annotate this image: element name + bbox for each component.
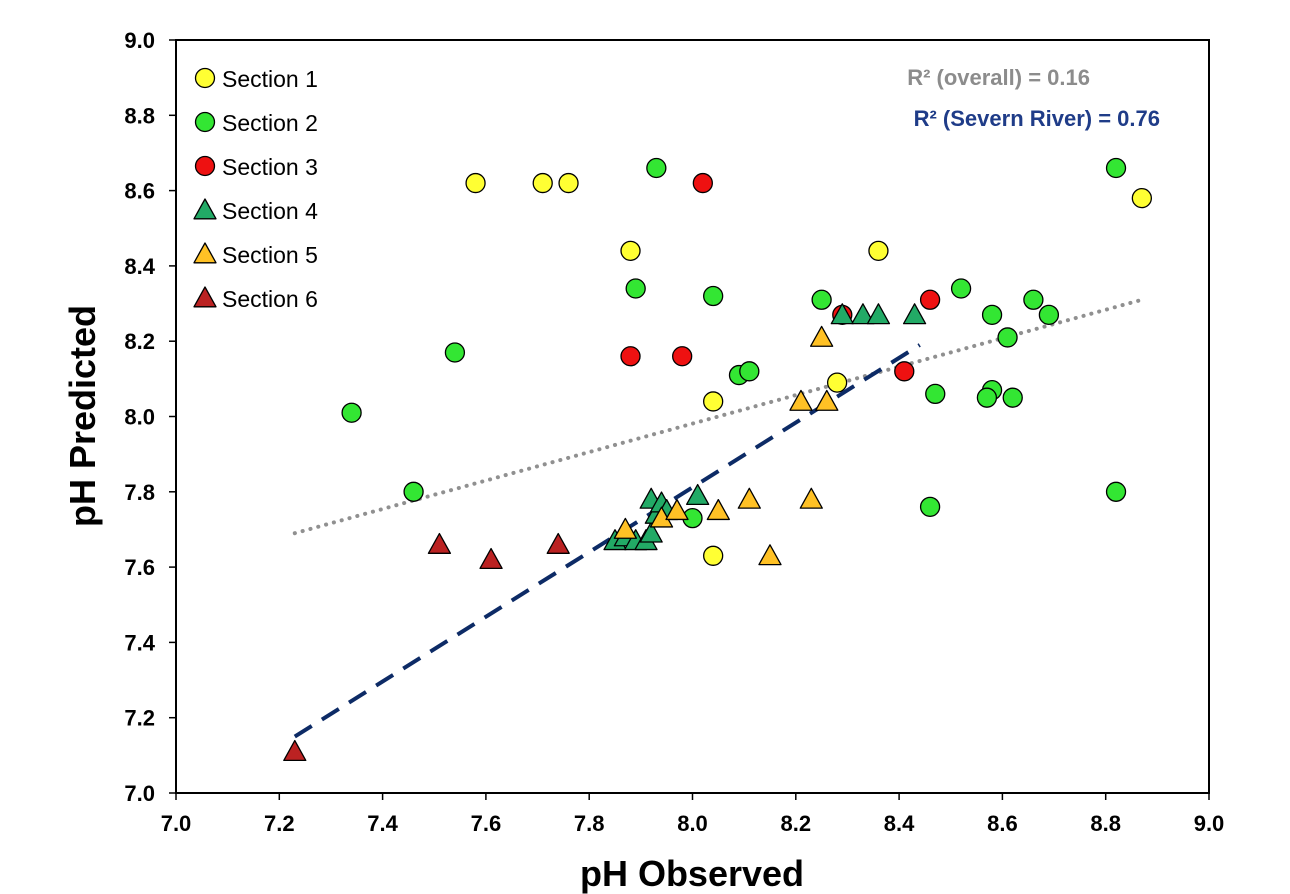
section-3-point (672, 346, 693, 367)
section-6-point (479, 547, 503, 570)
section-3-point (919, 289, 941, 310)
legend-label-section-2: Section 2 (222, 110, 318, 136)
section-5-point (815, 389, 839, 411)
section-2-point (811, 289, 832, 310)
x-axis-title: pH Observed (580, 853, 804, 894)
section-1-point (620, 240, 641, 261)
legend-label-section-4: Section 4 (222, 198, 318, 224)
y-tick-label: 7.4 (124, 630, 155, 655)
section-5-point (758, 544, 782, 566)
section-5-point (737, 487, 761, 509)
y-axis-title: pH Predicted (62, 305, 103, 527)
section-2-point (703, 285, 724, 307)
x-tick-label: 8.2 (781, 811, 812, 836)
section-1-point (703, 391, 724, 412)
section-4-point (830, 303, 854, 325)
y-tick-label: 9.0 (124, 28, 155, 53)
section-5-point (789, 389, 813, 411)
legend-marker-section-2 (194, 111, 216, 133)
plot-area (175, 39, 1210, 794)
section-2-point (950, 278, 972, 299)
x-tick-label: 8.0 (677, 811, 708, 836)
r2-overall-label: R² (overall) = 0.16 (907, 65, 1090, 90)
section-1-point (1131, 187, 1153, 209)
section-2-point (1038, 304, 1060, 325)
section-1-point (532, 172, 553, 194)
section-3-point (620, 346, 641, 367)
x-tick-label: 8.6 (987, 811, 1018, 836)
section-5-point (706, 498, 730, 521)
section-2-point (976, 387, 998, 408)
section-4-point (686, 483, 710, 506)
section-4-point (851, 303, 875, 325)
legend-label-section-6: Section 6 (222, 286, 318, 312)
trendline-overall (292, 297, 1144, 536)
section-1-point (703, 545, 724, 566)
section-2-point (625, 278, 646, 299)
section-2-point (403, 481, 424, 502)
y-tick-label: 7.2 (124, 706, 155, 731)
legend-label-section-5: Section 5 (222, 242, 318, 268)
legend-marker-section-3 (194, 155, 216, 177)
x-tick-label: 8.4 (884, 811, 915, 836)
section-2-point (341, 402, 362, 423)
y-tick-label: 7.8 (124, 480, 155, 505)
y-tick-label: 8.8 (124, 103, 155, 128)
y-tick-label: 8.6 (124, 179, 155, 204)
legend-marker-section-4 (193, 198, 217, 220)
section-1-point (465, 172, 486, 194)
section-2-point (981, 304, 1003, 325)
r2-severn-label: R² (Severn River) = 0.76 (914, 106, 1160, 131)
section-3-point (894, 361, 915, 382)
legend-marker-section-6 (193, 286, 217, 308)
section-2-point (925, 383, 946, 405)
section-2-point (1105, 157, 1127, 179)
y-axis-ticks: 7.0 7.2 7.4 7.6 7.8 8.0 8.2 8.4 8.6 8.8 9.0 (124, 28, 176, 806)
legend: Section 1 Section 2 Section 3 Section 4 Sect… (193, 66, 318, 312)
section-6-point (283, 739, 307, 762)
section-4-point (639, 521, 663, 543)
section-2-point (919, 496, 941, 518)
section-3-point (692, 172, 713, 194)
x-tick-label: 8.8 (1090, 811, 1121, 836)
section-4-point (866, 303, 891, 325)
section-2-point (1105, 481, 1127, 502)
section-1-point (868, 240, 889, 261)
x-tick-label: 7.2 (264, 811, 295, 836)
section-1-point (558, 172, 579, 194)
section-2-point (444, 342, 466, 363)
section-5-point (799, 487, 823, 509)
section-6-point (546, 532, 570, 554)
section-5-point (613, 517, 638, 539)
legend-label-section-1: Section 1 (222, 66, 318, 92)
x-axis-ticks: 7.0 7.2 7.4 7.6 7.8 8.0 8.2 8.4 8.6 8.8 9.0 (161, 793, 1225, 836)
y-tick-label: 8.4 (124, 254, 155, 279)
section-2-point (997, 327, 1018, 348)
y-tick-label: 7.0 (124, 781, 155, 806)
x-tick-label: 7.8 (574, 811, 605, 836)
x-tick-label: 7.0 (161, 811, 192, 836)
y-tick-label: 8.2 (124, 329, 155, 354)
section-6-point (427, 532, 452, 554)
legend-marker-section-5 (193, 242, 217, 264)
y-tick-label: 7.6 (124, 555, 155, 580)
x-tick-label: 7.6 (471, 811, 502, 836)
section-2-point (1023, 289, 1044, 310)
y-tick-label: 8.0 (124, 405, 155, 430)
section-5-point (809, 325, 834, 347)
section-2-point (646, 157, 667, 179)
section-2-point (1002, 387, 1023, 408)
section-2-point (739, 361, 760, 382)
legend-label-section-3: Section 3 (222, 154, 318, 180)
x-tick-label: 7.4 (367, 811, 398, 836)
section-4-point (902, 303, 927, 325)
legend-marker-section-1 (194, 67, 216, 89)
section-1-point (826, 372, 848, 393)
x-tick-label: 9.0 (1194, 811, 1225, 836)
section-5-point (665, 498, 689, 521)
data-points (283, 157, 1153, 762)
